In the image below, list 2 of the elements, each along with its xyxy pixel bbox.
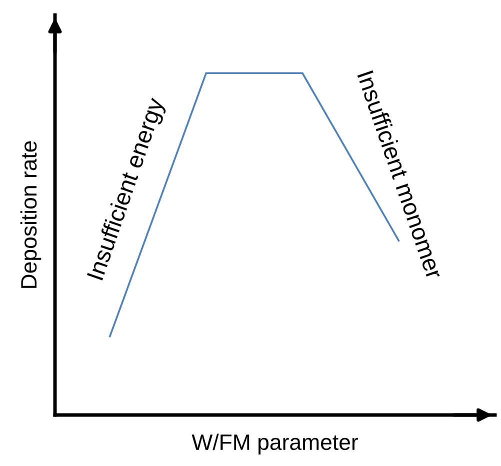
y-axis-title: Deposition rate bbox=[20, 141, 42, 288]
x-axis-title: W/FM parameter bbox=[192, 434, 358, 454]
